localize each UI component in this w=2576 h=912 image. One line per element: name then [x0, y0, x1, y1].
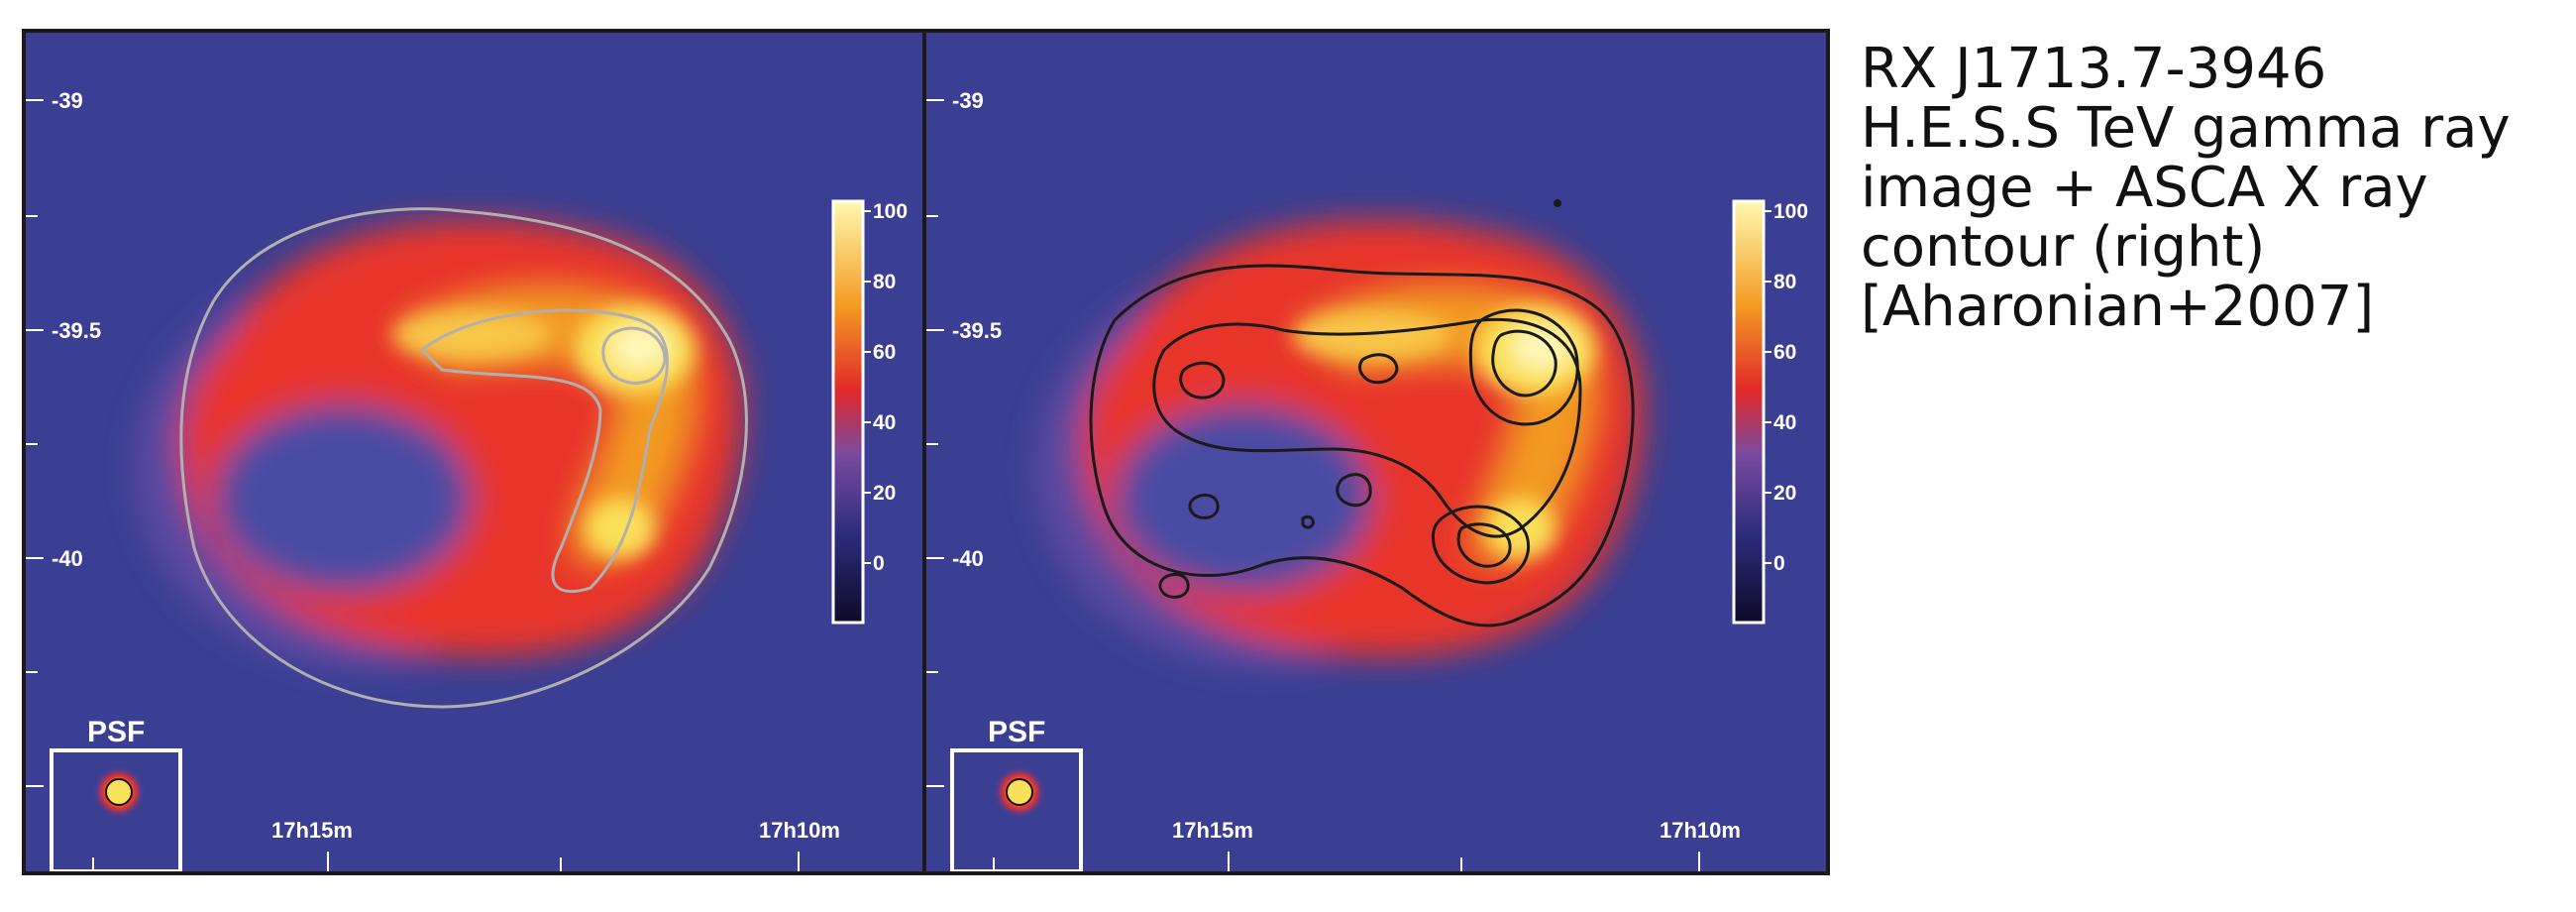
colorbar-label: 80: [1773, 271, 1796, 293]
colorbar-label: 0: [873, 552, 885, 575]
y-tick-label: -39: [52, 88, 83, 113]
psf-box: [950, 748, 1083, 871]
x-tick-label: 17h10m: [1660, 818, 1741, 843]
x-tick-label: 17h10m: [759, 818, 840, 843]
colorbar-label: 20: [1773, 482, 1796, 505]
colorbar-ticks: [863, 210, 871, 564]
y-tick-label: -39.5: [52, 318, 101, 343]
colorbar-label: 0: [1773, 552, 1785, 575]
psf-label: PSF: [988, 716, 1045, 748]
gamma-ray-panel-right: -39 -39.5 -40 17h15m 17h10m PSF 100 80 6…: [922, 29, 1830, 875]
colorbar-label: 80: [873, 271, 896, 293]
y-tick-label: -40: [952, 546, 984, 571]
caption-line: H.E.S.S TeV gamma ray: [1861, 96, 2511, 161]
gamma-ray-image: -39 -39.5 -40 17h15m 17h10m PSF 100 80 6…: [26, 33, 925, 871]
psf-box: [50, 748, 182, 871]
colorbar-label: 60: [1773, 341, 1796, 364]
gamma-ray-panel-left: -39 -39.5 -40 17h15m 17h10m PSF 100 80 6…: [22, 29, 929, 875]
xray-contours: [1089, 264, 1635, 627]
caption-line: image + ASCA X ray: [1861, 156, 2428, 220]
xray-contours: [179, 207, 748, 709]
colorbar: [1732, 199, 1766, 625]
figure-caption: RX J1713.7-3946 H.E.S.S TeV gamma ray im…: [1861, 40, 2569, 337]
x-tick-label: 17h15m: [1172, 818, 1253, 843]
caption-line: contour (right): [1861, 215, 2266, 280]
colorbar-label: 40: [1773, 411, 1796, 434]
psf-label: PSF: [87, 716, 145, 748]
y-tick-label: -39.5: [952, 318, 1002, 343]
x-tick-label: 17h15m: [271, 818, 353, 843]
tev-emission-peaks: [392, 305, 695, 558]
y-axis-ticks: [26, 99, 44, 787]
y-tick-label: -39: [952, 88, 984, 113]
caption-line: RX J1713.7-3946: [1861, 37, 2327, 101]
y-tick-label: -40: [52, 546, 83, 571]
colorbar-label: 40: [873, 411, 896, 434]
colorbar-ticks: [1764, 210, 1771, 564]
psf-core: [1006, 778, 1033, 806]
colorbar-label: 20: [873, 482, 896, 505]
psf-core: [105, 778, 133, 806]
x-axis-ticks: [92, 852, 800, 871]
colorbar: [831, 199, 865, 625]
gamma-ray-image: -39 -39.5 -40 17h15m 17h10m PSF 100 80 6…: [926, 33, 1826, 871]
colorbar-label: 100: [1773, 200, 1808, 223]
x-axis-ticks: [993, 852, 1700, 871]
contour-point: [1554, 199, 1561, 207]
y-axis-ticks: [926, 99, 944, 787]
colorbar-label: 100: [873, 200, 908, 223]
colorbar-label: 60: [873, 341, 896, 364]
caption-line: [Aharonian+2007]: [1861, 275, 2375, 339]
